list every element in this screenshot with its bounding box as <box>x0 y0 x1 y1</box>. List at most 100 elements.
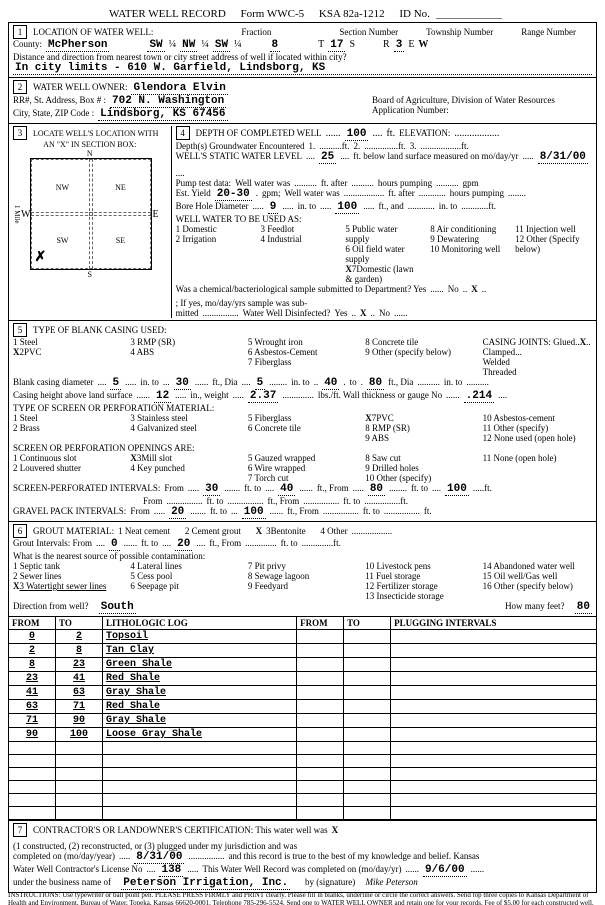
cell-ne: NE <box>89 159 151 216</box>
p4: 4 Galvanized steel <box>130 423 239 433</box>
c9: 9 Other (specify below) <box>365 347 474 357</box>
pump-label: Pump test data: <box>176 178 232 188</box>
n12: 12 Fertilizer storage <box>365 581 474 591</box>
swl-suf: ft. below land surface measured on mo/da… <box>353 151 518 161</box>
s4-title: DEPTH OF COMPLETED WELL <box>196 128 322 138</box>
ftand: ft., and <box>378 201 403 211</box>
frac2: NW <box>180 39 197 52</box>
o9: 9 Drilled holes <box>365 463 474 473</box>
to3: ft. to <box>207 496 224 506</box>
s6-title: GROUT MATERIAL: <box>33 526 114 536</box>
u3: 3 Feedlot <box>260 224 337 234</box>
app-label: Application Number: <box>372 105 592 115</box>
dist-label: Distance and direction from nearest town… <box>13 52 592 62</box>
fr3: From <box>130 506 150 516</box>
c5: 5 Wrought iron <box>248 337 357 347</box>
o4: 4 Key punched <box>130 463 239 473</box>
swl-label: WELL'S STATIC WATER LEVEL <box>176 151 302 161</box>
u11: 11 Injection well <box>515 224 592 234</box>
bcd2: 30 <box>174 377 191 390</box>
est-label: Est. Yield <box>176 188 211 198</box>
p3: 3 Stainless steel <box>130 413 239 423</box>
u7: 7Domestic (lawn & garden) <box>345 264 413 284</box>
u1: 1 Domestic <box>176 224 253 234</box>
table-row: 6371Red Shale <box>9 700 597 714</box>
p12: 12 None used (open hole) <box>483 433 592 443</box>
sec-num-2: 2 <box>13 80 27 94</box>
bcd4: 40 <box>322 377 339 390</box>
board: Board of Agriculture, Division of Water … <box>372 95 592 105</box>
wwr-val: 9/6/00 <box>423 864 467 877</box>
fr2: From <box>143 496 163 506</box>
afl: ft. after <box>321 178 347 188</box>
swl-val: 25 <box>319 151 336 164</box>
section-val: 8 <box>270 39 281 52</box>
g3: 3Bentonite <box>266 526 306 536</box>
form-header: WATER WELL RECORD Form WWC-5 KSA 82a-121… <box>8 8 597 20</box>
lbs: lbs./ft. Wall thickness or gauge No <box>318 390 442 400</box>
spi-l: SCREEN-PERFORATED INTERVALS: <box>13 483 160 493</box>
table-row <box>9 781 597 794</box>
sec-num-1: 1 <box>13 25 27 39</box>
county-val: McPherson <box>46 39 109 52</box>
s5-title: TYPE OF BLANK CASING USED: <box>33 325 167 335</box>
twp-val: 17 <box>328 39 345 52</box>
cah-l: Casing height above land surface <box>13 390 132 400</box>
c1: 1 Steel <box>13 337 122 347</box>
n4: 4 Lateral lines <box>130 561 239 571</box>
spi-t2: 100 <box>445 483 469 496</box>
c1t: (1 constructed, (2) reconstructed, or (3… <box>13 841 297 851</box>
table-row: 02Topsoil <box>9 630 597 644</box>
ff1: ft., From <box>317 483 349 493</box>
mitted: mitted <box>176 308 199 318</box>
bcd5: 80 <box>367 377 384 390</box>
table-row: 28Tan Clay <box>9 644 597 658</box>
ifyes: ; If yes, mo/day/yrs sample was sub- <box>176 298 308 308</box>
n16: 16 Other (specify below) <box>483 581 592 591</box>
twp-label: Township Number <box>426 27 493 37</box>
bcd-l: Blank casing diameter <box>13 377 93 387</box>
p10: 10 Asbestos-cement <box>483 413 592 423</box>
city-label: City, State, ZIP Code : <box>13 108 94 118</box>
x2: X <box>360 308 367 318</box>
no2: No <box>379 308 390 318</box>
rng-val: 3 <box>394 39 405 52</box>
bcd1: 5 <box>110 377 121 390</box>
n6: 6 Seepage pit <box>130 581 239 591</box>
dir-n: N <box>13 149 167 158</box>
c8: 8 Concrete tile <box>365 337 474 347</box>
p9: 9 ABS <box>365 433 474 443</box>
twp-dir: S <box>349 39 355 50</box>
R: R <box>383 39 390 50</box>
ftto2: ft. to <box>281 538 298 548</box>
n3: 3 Watertight sewer lines <box>20 581 107 591</box>
section-2: 2 WATER WELL OWNER: Glendora Elvin RR#, … <box>8 77 597 124</box>
title: WATER WELL RECORD <box>109 8 226 20</box>
frac-label: Fraction <box>241 27 271 37</box>
n7: 7 Pit privy <box>248 561 357 571</box>
giff: ft., From <box>209 538 241 548</box>
o3: 3Mill slot <box>137 453 172 463</box>
nol: No <box>448 284 459 294</box>
joints: CASING JOINTS: Glued <box>483 337 576 347</box>
o7: 7 Torch cut <box>248 473 357 483</box>
table-row <box>9 768 597 781</box>
chem-label: Was a chemical/bacteriological sample su… <box>176 284 427 294</box>
hpl: hours pumping <box>378 178 432 188</box>
fr1: From <box>164 483 184 493</box>
rng-dir: W <box>418 39 428 50</box>
th-lith: LITHOLOGIC LOG <box>103 617 297 630</box>
n14: 14 Abandoned water well <box>483 561 592 571</box>
lithologic-log-table: FROM TO LITHOLOGIC LOG FROM TO PLUGGING … <box>8 616 597 820</box>
gw1l: 1. <box>309 141 316 151</box>
lic-val: 138 <box>159 864 183 877</box>
to1: ft. to <box>244 483 261 493</box>
th-from2: FROM <box>297 617 344 630</box>
to4: ft. to <box>343 496 360 506</box>
into5: in. to <box>444 377 463 387</box>
clamp: Clamped <box>483 347 516 357</box>
E: E <box>408 39 414 50</box>
table-row <box>9 807 597 820</box>
n2: 2 Sewer lines <box>13 571 122 581</box>
by-l: by (signature) <box>305 877 355 887</box>
